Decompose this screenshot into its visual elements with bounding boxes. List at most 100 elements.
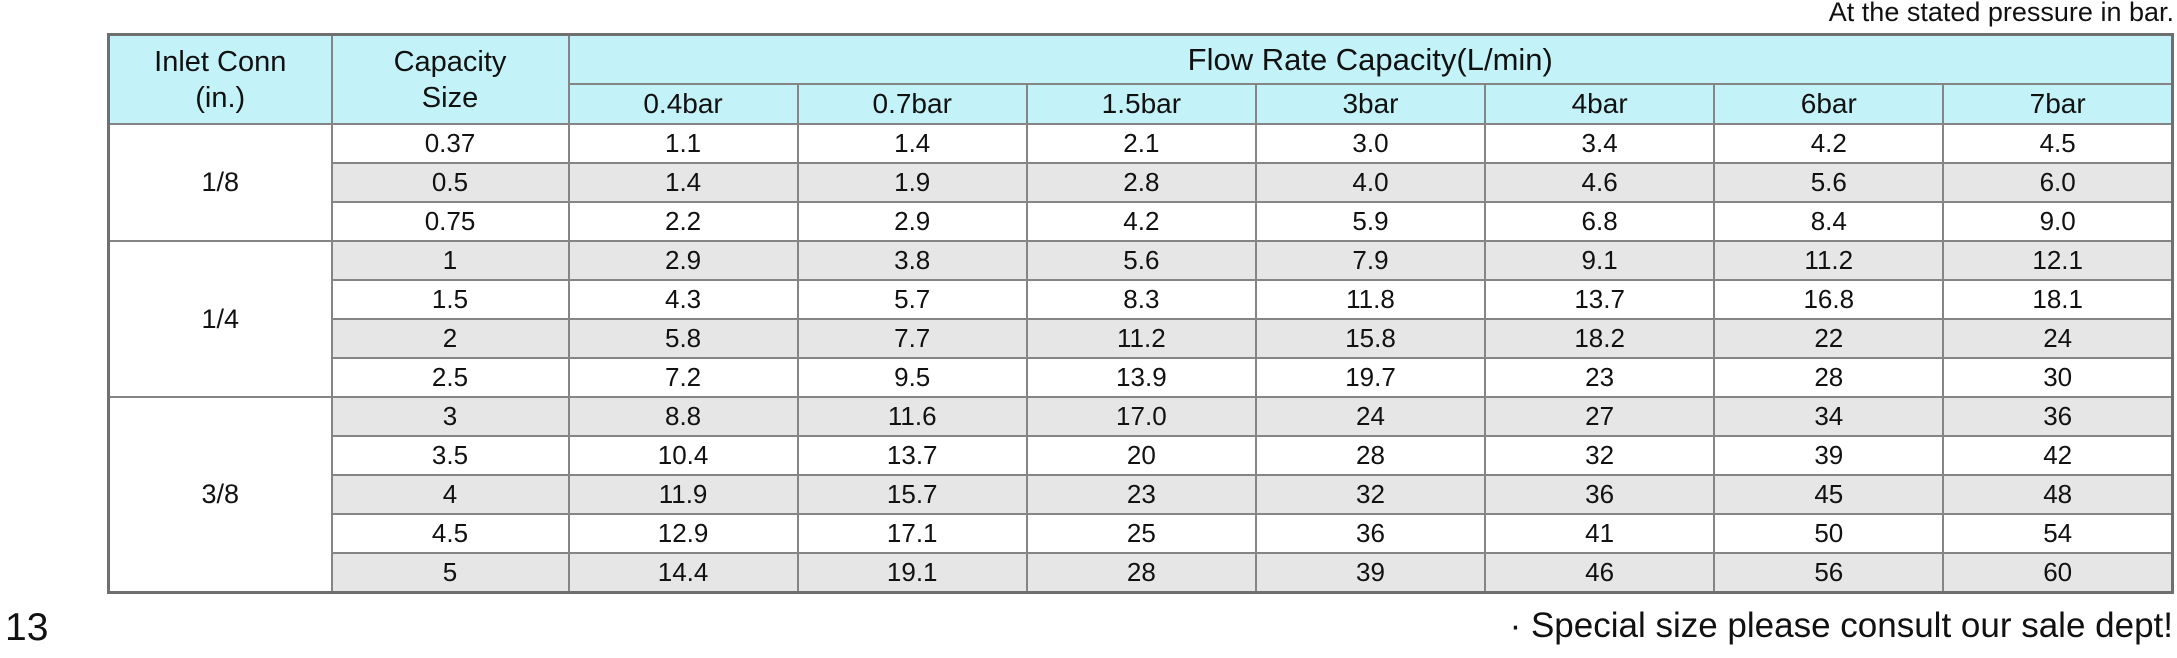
table-row: 2.5 7.2 9.5 13.9 19.7 23 28 30 xyxy=(109,357,2174,398)
flow-rate-value-cell: 5.8 xyxy=(567,318,799,359)
flow-rate-value-cell: 48 xyxy=(1942,474,2174,515)
flow-rate-value-cell: 4.2 xyxy=(1025,201,1257,242)
flow-rate-value-cell: 28 xyxy=(1713,357,1945,398)
flow-rate-value-cell: 46 xyxy=(1484,552,1716,594)
flow-rate-value-cell: 2.9 xyxy=(567,240,799,281)
flow-rate-value-cell: 11.2 xyxy=(1713,240,1945,281)
flow-rate-value-cell: 1.1 xyxy=(567,123,799,164)
flow-rate-value-cell: 5.7 xyxy=(796,279,1028,320)
flow-rate-value-cell: 45 xyxy=(1713,474,1945,515)
flow-rate-value-cell: 19.7 xyxy=(1254,357,1487,398)
flow-rate-value-cell: 5.6 xyxy=(1713,162,1945,203)
table-row: 3/8 3 8.8 11.6 17.0 24 27 34 36 xyxy=(107,396,2174,594)
flow-rate-value-cell: 22 xyxy=(1713,318,1945,359)
flow-rate-value-cell: 28 xyxy=(1025,552,1257,594)
flow-rate-value-cell: 4.0 xyxy=(1254,162,1487,203)
flow-rate-value-cell: 11.8 xyxy=(1254,279,1487,320)
capacity-size-cell: 2 xyxy=(330,318,570,359)
flow-rate-value-cell: 1.9 xyxy=(796,162,1028,203)
flow-rate-value-cell: 25 xyxy=(1025,513,1257,554)
flow-rate-value-cell: 32 xyxy=(1484,435,1716,476)
flow-rate-value-cell: 13.9 xyxy=(1025,357,1257,398)
flow-rate-value-cell: 34 xyxy=(1713,396,1945,437)
flow-rate-value-cell: 8.3 xyxy=(1025,279,1257,320)
inlet-conn-cell: 1/8 xyxy=(107,123,333,242)
flow-rate-value-cell: 7.9 xyxy=(1254,240,1487,281)
flow-rate-value-cell: 1.4 xyxy=(567,162,799,203)
flow-rate-value-cell: 11.6 xyxy=(796,396,1028,437)
column-header-inlet-conn: Inlet Conn (in.) xyxy=(107,33,333,125)
capacity-size-label-line2: Size xyxy=(421,81,479,114)
flow-rate-capacity-table: Inlet Conn (in.) Capacity Size Flow Rate… xyxy=(107,33,2174,594)
flow-rate-value-cell: 3.4 xyxy=(1484,123,1716,164)
flow-rate-value-cell: 13.7 xyxy=(1484,279,1716,320)
flow-rate-value-cell: 39 xyxy=(1713,435,1945,476)
table-row: 1/4 1 2.9 3.8 5.6 7.9 9.1 11.2 12.1 xyxy=(107,240,2174,398)
flow-rate-value-cell: 17.0 xyxy=(1025,396,1257,437)
flow-rate-value-cell: 39 xyxy=(1254,552,1487,594)
flow-rate-value-cell: 17.1 xyxy=(796,513,1028,554)
flow-rate-value-cell: 11.2 xyxy=(1025,318,1257,359)
page-number: 13 xyxy=(5,606,49,649)
capacity-size-cell: 4 xyxy=(330,474,570,515)
table-row: 4 11.9 15.7 23 32 36 45 48 xyxy=(109,474,2174,515)
flow-rate-value-cell: 24 xyxy=(1942,318,2174,359)
table-row: 0.75 2.2 2.9 4.2 5.9 6.8 8.4 9.0 xyxy=(109,201,2174,242)
flow-rate-value-cell: 9.1 xyxy=(1484,240,1716,281)
capacity-size-cell: 1.5 xyxy=(330,279,570,320)
flow-rate-value-cell: 18.2 xyxy=(1484,318,1716,359)
table-row: 4.5 12.9 17.1 25 36 41 50 54 xyxy=(109,513,2174,554)
flow-rate-value-cell: 36 xyxy=(1484,474,1716,515)
flow-rate-value-cell: 13.7 xyxy=(796,435,1028,476)
flow-rate-value-cell: 28 xyxy=(1254,435,1487,476)
inlet-conn-label-line1: Inlet Conn xyxy=(154,45,287,78)
table-row: 1/8 0.37 1.1 1.4 2.1 3.0 3.4 4.2 4.5 xyxy=(107,123,2174,242)
flow-rate-value-cell: 36 xyxy=(1942,396,2174,437)
capacity-size-cell: 4.5 xyxy=(330,513,570,554)
table-row: 2 5.8 7.7 11.2 15.8 18.2 22 24 xyxy=(109,318,2174,359)
inlet-conn-label-line2: (in.) xyxy=(195,81,246,114)
flow-rate-value-cell: 10.4 xyxy=(567,435,799,476)
flow-rate-value-cell: 2.2 xyxy=(567,201,799,242)
flow-rate-value-cell: 60 xyxy=(1942,552,2174,594)
column-header-pressure: 0.7bar xyxy=(796,83,1028,125)
flow-rate-value-cell: 20 xyxy=(1025,435,1257,476)
pressure-unit-note: At the stated pressure in bar. xyxy=(1828,0,2174,27)
flow-rate-value-cell: 14.4 xyxy=(567,552,799,594)
flow-rate-value-cell: 3.8 xyxy=(796,240,1028,281)
table-row: 1.5 4.3 5.7 8.3 11.8 13.7 16.8 18.1 xyxy=(109,279,2174,320)
table-header: Inlet Conn (in.) Capacity Size Flow Rate… xyxy=(107,33,2174,125)
capacity-size-cell: 0.37 xyxy=(330,123,570,164)
flow-rate-value-cell: 9.5 xyxy=(796,357,1028,398)
pressure-header-row: 0.4bar 0.7bar 1.5bar 3bar 4bar 6bar 7bar xyxy=(109,83,2174,125)
capacity-size-cell: 5 xyxy=(330,552,570,594)
flow-rate-value-cell: 7.7 xyxy=(796,318,1028,359)
capacity-size-cell: 2.5 xyxy=(330,357,570,398)
flow-rate-value-cell: 1.4 xyxy=(796,123,1028,164)
column-header-pressure: 6bar xyxy=(1713,83,1945,125)
column-header-pressure: 3bar xyxy=(1254,83,1487,125)
flow-rate-value-cell: 24 xyxy=(1254,396,1487,437)
flow-rate-value-cell: 11.9 xyxy=(567,474,799,515)
flow-rate-value-cell: 42 xyxy=(1942,435,2174,476)
flow-rate-value-cell: 2.9 xyxy=(796,201,1028,242)
inlet-conn-cell: 1/4 xyxy=(107,240,333,398)
table-row: 0.5 1.4 1.9 2.8 4.0 4.6 5.6 6.0 xyxy=(109,162,2174,203)
flow-rate-value-cell: 32 xyxy=(1254,474,1487,515)
flow-rate-value-cell: 7.2 xyxy=(567,357,799,398)
column-header-pressure: 7bar xyxy=(1942,83,2174,125)
flow-rate-value-cell: 5.9 xyxy=(1254,201,1487,242)
flow-rate-value-cell: 3.0 xyxy=(1254,123,1487,164)
flow-rate-value-cell: 8.8 xyxy=(567,396,799,437)
column-header-pressure: 0.4bar xyxy=(567,83,799,125)
capacity-size-cell: 3.5 xyxy=(330,435,570,476)
capacity-size-cell: 1 xyxy=(330,240,570,281)
flow-rate-value-cell: 2.8 xyxy=(1025,162,1257,203)
flow-rate-value-cell: 4.2 xyxy=(1713,123,1945,164)
flow-rate-value-cell: 6.0 xyxy=(1942,162,2174,203)
column-header-pressure: 4bar xyxy=(1484,83,1716,125)
flow-rate-value-cell: 27 xyxy=(1484,396,1716,437)
capacity-size-cell: 3 xyxy=(330,396,570,437)
flow-rate-value-cell: 5.6 xyxy=(1025,240,1257,281)
